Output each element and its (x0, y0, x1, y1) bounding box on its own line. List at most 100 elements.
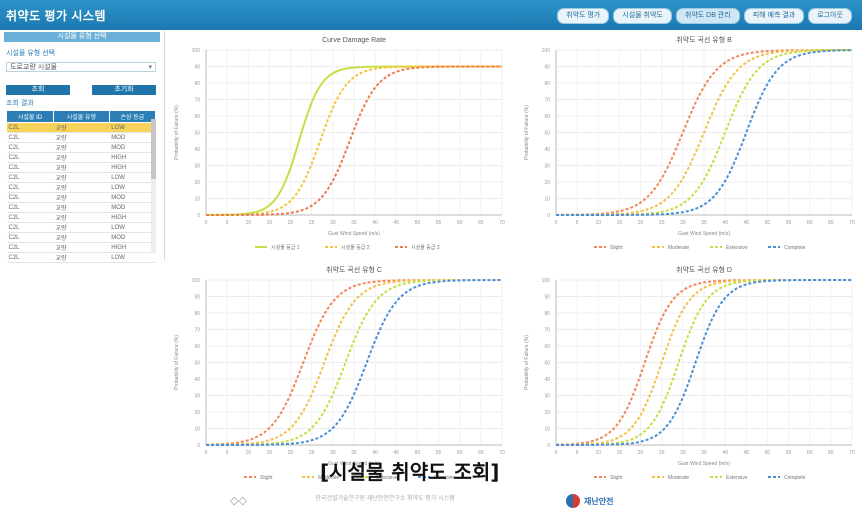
table-header[interactable]: 시설물 유형 (53, 110, 110, 123)
table-row[interactable]: C2L 교량 HIGH (6, 152, 156, 163)
table-cell: C2L (6, 192, 54, 203)
table-row[interactable]: C2L 교량 HIGH (6, 242, 156, 253)
legend-label: Complete (434, 475, 456, 481)
table-cell: C2L (6, 122, 54, 133)
table-cell: C2L (6, 212, 54, 223)
y-tick-label: 90 (544, 295, 550, 301)
table-row[interactable]: C2L 교량 HIGH (6, 162, 156, 173)
table-cell: LOW (109, 222, 156, 233)
x-tick-label: 45 (394, 450, 400, 456)
nav-item-0[interactable]: 취약도 평가 (557, 8, 610, 24)
table-row[interactable]: C2L 교량 MOD (6, 132, 156, 143)
y-tick-label: 10 (194, 197, 200, 203)
x-tick-label: 5 (226, 220, 229, 226)
sidebar: 시설물 유형 선택 시설물 유형 선택 도로교량 시설물 ▾ 조회 초기화 조회… (0, 30, 165, 263)
table-cell: 교량 (53, 142, 110, 153)
table-cell: HIGH (109, 212, 156, 223)
x-tick-label: 65 (828, 450, 834, 456)
y-tick-label: 0 (197, 213, 200, 219)
x-tick-label: 20 (638, 450, 644, 456)
x-tick-label: 50 (765, 450, 771, 456)
search-button[interactable]: 조회 (6, 85, 70, 95)
table-cell: C2L (6, 172, 54, 183)
table-row[interactable]: C2L 교량 HIGH (6, 212, 156, 223)
y-tick-label: 80 (544, 311, 550, 317)
series-line (556, 49, 852, 216)
y-tick-label: 20 (544, 410, 550, 416)
nav-item-4[interactable]: 로그아웃 (808, 8, 852, 24)
footer (0, 488, 862, 514)
nav-item-3[interactable]: 피해 예측 결과 (743, 8, 805, 24)
x-tick-label: 35 (701, 450, 707, 456)
table-cell: 교량 (53, 162, 110, 173)
y-tick-label: 60 (194, 114, 200, 120)
partner-logo-icon (566, 494, 580, 508)
table-cell: C2L (6, 242, 54, 253)
table-row[interactable]: C2L 교량 LOW (6, 252, 156, 263)
table-cell: 교량 (53, 212, 110, 223)
table-row[interactable]: C2L 교량 MOD (6, 232, 156, 243)
table-cell: C2L (6, 222, 54, 233)
y-tick-label: 80 (544, 81, 550, 87)
y-tick-label: 10 (194, 427, 200, 433)
table-row[interactable]: C2L 교량 LOW (6, 122, 156, 133)
x-axis-label: Gust Wind Speed (m/s) (678, 231, 730, 237)
x-tick-label: 5 (226, 450, 229, 456)
table-cell: MOD (109, 202, 156, 213)
legend-label: Slight (610, 475, 623, 481)
table-cell: 교량 (53, 122, 110, 133)
y-tick-label: 0 (547, 213, 550, 219)
y-tick-label: 50 (544, 131, 550, 137)
table-scrollbar[interactable] (151, 119, 156, 253)
table-row[interactable]: C2L 교량 MOD (6, 142, 156, 153)
series-line (555, 279, 852, 446)
y-tick-label: 90 (194, 65, 200, 71)
table-row[interactable]: C2L 교량 MOD (6, 202, 156, 213)
y-tick-label: 30 (194, 164, 200, 170)
scrollbar-thumb[interactable] (151, 119, 156, 179)
facility-type-select[interactable]: 도로교량 시설물 ▾ (6, 62, 156, 72)
x-tick-label: 30 (680, 220, 686, 226)
table-header[interactable]: 손상 등급 (108, 110, 157, 123)
table-cell: 교량 (53, 232, 110, 243)
x-tick-label: 45 (394, 220, 400, 226)
reset-button[interactable]: 초기화 (92, 85, 156, 95)
x-tick-label: 5 (576, 450, 579, 456)
table-row[interactable]: C2L 교량 MOD (6, 192, 156, 203)
table-row[interactable]: C2L 교량 LOW (6, 222, 156, 233)
y-tick-label: 0 (547, 443, 550, 449)
x-tick-label: 30 (680, 450, 686, 456)
x-tick-label: 70 (849, 450, 855, 456)
table-row[interactable]: C2L 교량 LOW (6, 172, 156, 183)
chevron-down-icon: ▾ (148, 64, 152, 71)
x-tick-label: 5 (576, 220, 579, 226)
y-tick-label: 50 (544, 361, 550, 367)
chart-title: Curve Damage Rate (322, 37, 386, 44)
table-cell: C2L (6, 162, 54, 173)
table-header[interactable]: 시설물 ID (5, 110, 55, 123)
y-tick-label: 10 (544, 197, 550, 203)
nav-item-1[interactable]: 시설물 취약도 (613, 8, 672, 24)
table-row[interactable]: C2L 교량 LOW (6, 182, 156, 193)
y-tick-label: 90 (544, 65, 550, 71)
x-tick-label: 0 (205, 450, 208, 456)
x-tick-label: 60 (457, 220, 463, 226)
institute-logo-icon: ◇◇ (230, 495, 247, 507)
nav-item-2[interactable]: 취약도 DB 관리 (675, 8, 740, 24)
x-tick-label: 60 (457, 450, 463, 456)
table-cell: 교량 (53, 132, 110, 143)
x-tick-label: 70 (499, 450, 505, 456)
table-cell: HIGH (109, 152, 156, 163)
table-cell: MOD (109, 192, 156, 203)
section-label-type: 시설물 유형 선택 (6, 50, 55, 57)
legend-label: 시설물 등급 2 (341, 244, 370, 251)
table-cell: 교량 (53, 252, 110, 263)
table-cell: 교량 (53, 172, 110, 183)
x-tick-label: 40 (372, 450, 378, 456)
x-tick-label: 40 (372, 220, 378, 226)
x-tick-label: 35 (701, 220, 707, 226)
x-tick-label: 20 (638, 220, 644, 226)
x-tick-label: 60 (807, 220, 813, 226)
results-table: 시설물 ID 시설물 유형 손상 등급 C2L 교량 LOW C2L 교량 MOD C2L 교량 M… (5, 110, 157, 263)
x-tick-label: 55 (436, 220, 442, 226)
